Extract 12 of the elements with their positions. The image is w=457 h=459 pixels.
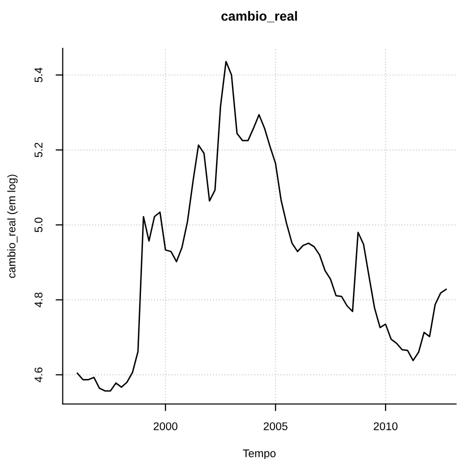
y-tick-label: 5.4 <box>34 68 42 82</box>
line-series <box>76 60 447 392</box>
y-tick-label: 5.2 <box>34 142 42 158</box>
y-tick-label: 4.8 <box>34 292 42 308</box>
chart-title: cambio_real <box>221 11 297 22</box>
x-axis-title: Tempo <box>242 449 276 459</box>
x-tick-label: 2005 <box>264 422 288 430</box>
y-axis-title: cambio_real (em log) <box>7 174 18 278</box>
x-tick-label: 2010 <box>374 422 398 430</box>
y-tick-label: 4.6 <box>34 368 42 382</box>
x-tick-label: 2000 <box>154 422 178 430</box>
y-tick-label: 5.0 <box>34 218 42 232</box>
